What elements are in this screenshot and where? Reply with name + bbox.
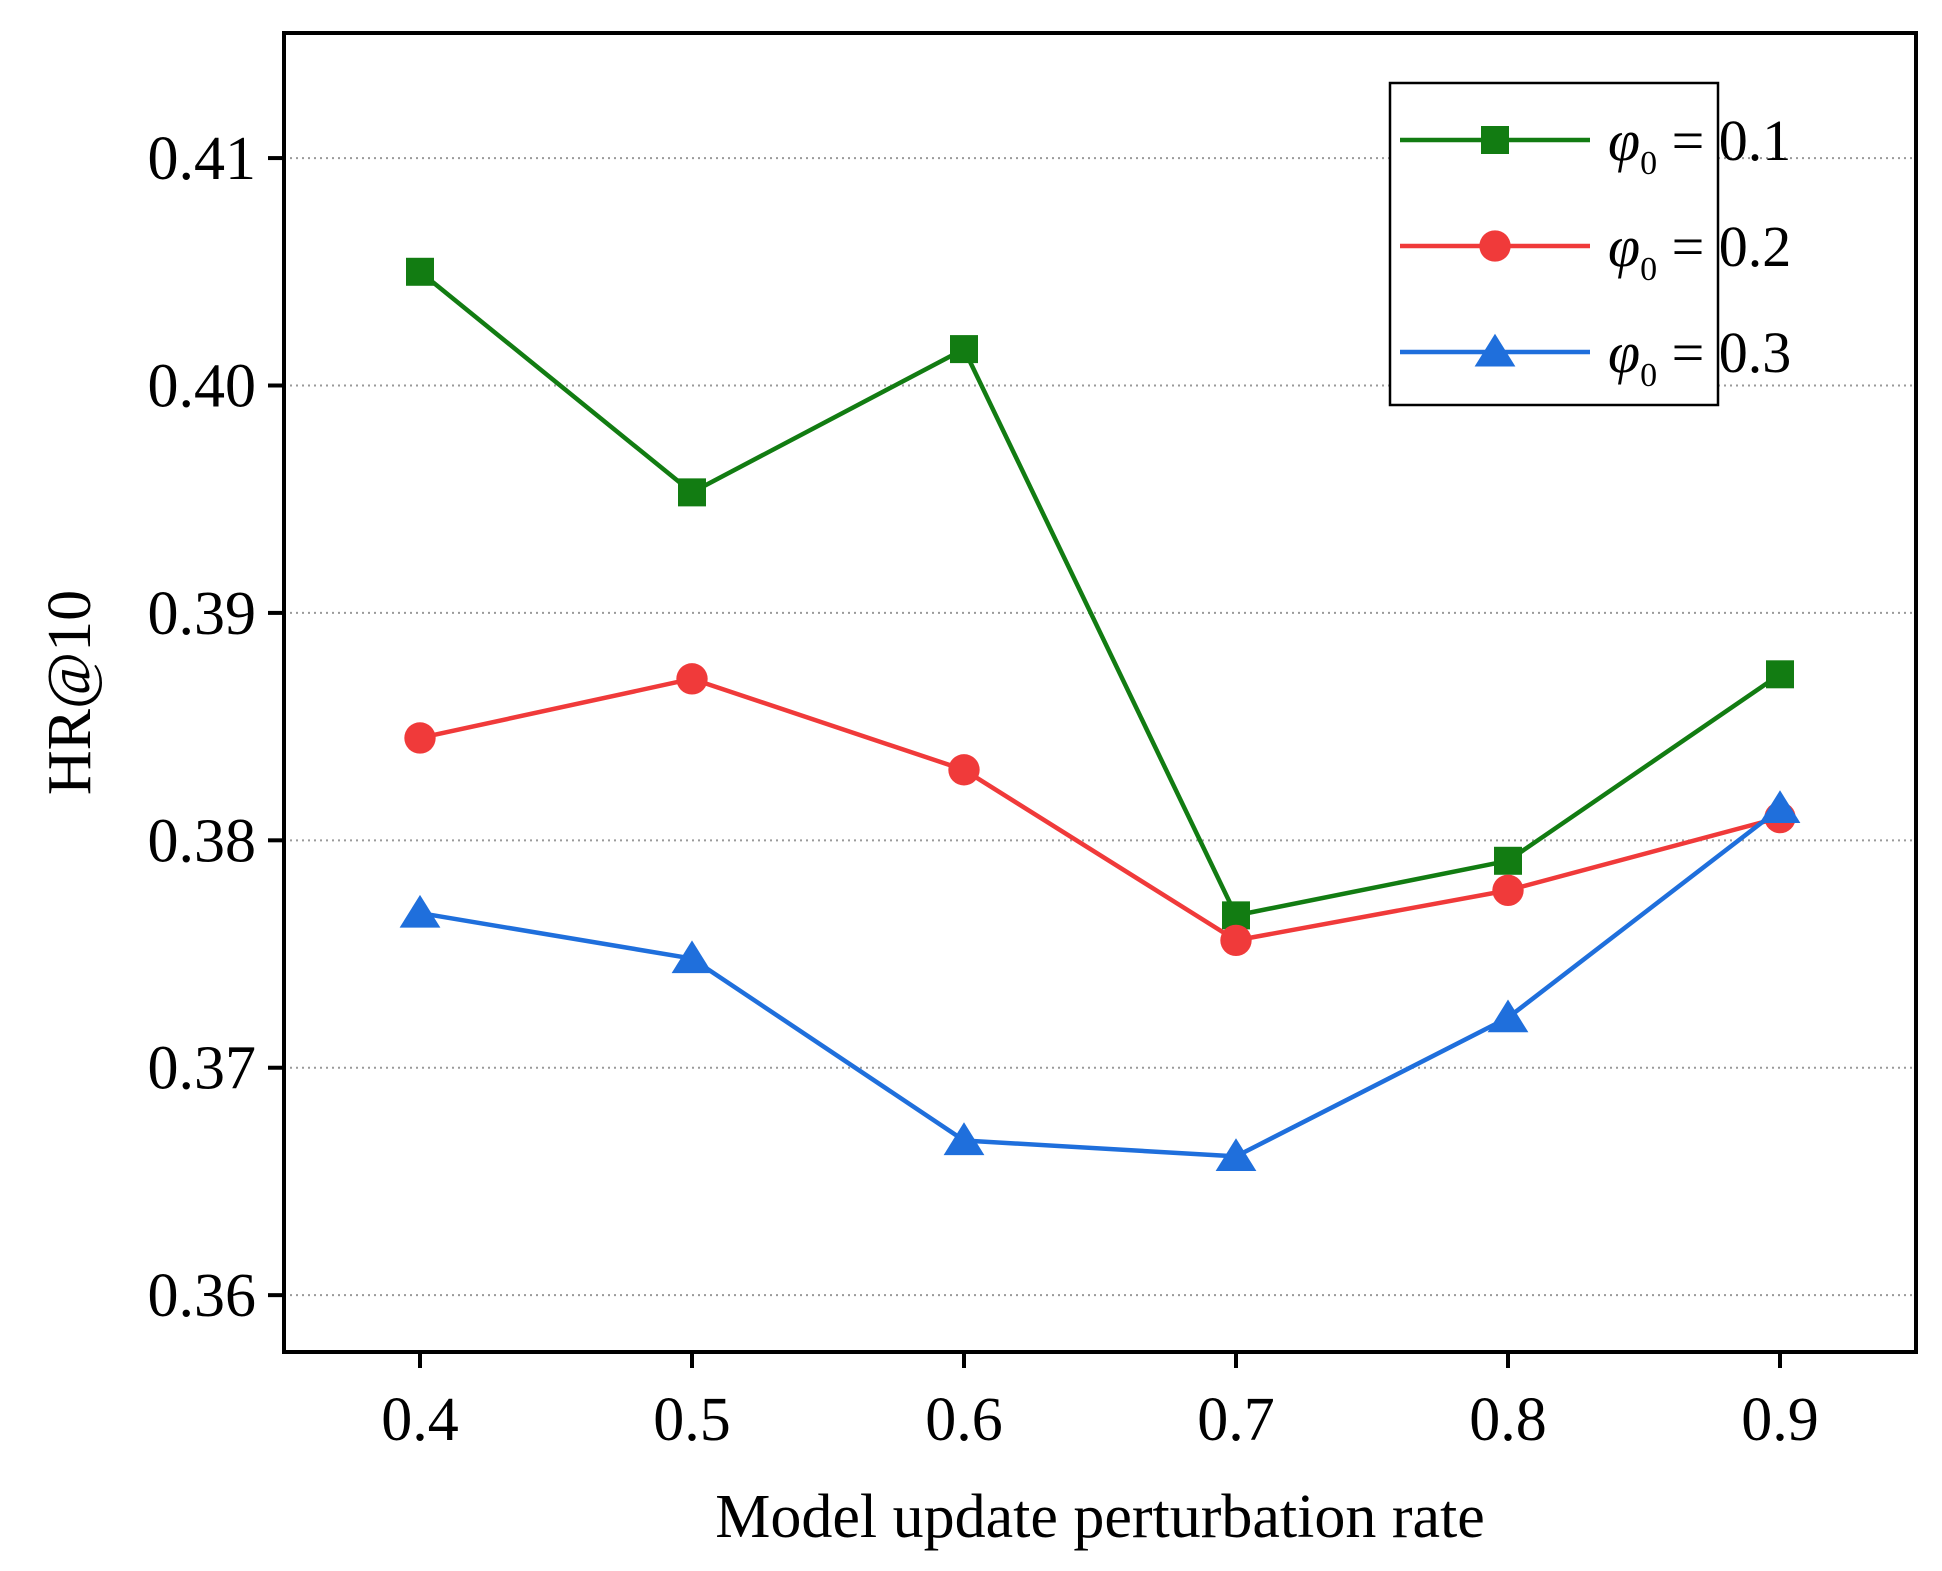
x-tick-label: 0.8: [1469, 1386, 1547, 1454]
x-tick-label: 0.9: [1741, 1386, 1819, 1454]
series-layer: [399, 257, 1801, 1171]
legend-value: = 0.3: [1657, 320, 1791, 385]
y-tick-label: 0.37: [148, 1035, 257, 1103]
legend-label: φ0 = 0.1: [1608, 108, 1791, 182]
legend-symbol: φ: [1608, 214, 1640, 279]
legend-symbol: φ: [1608, 108, 1640, 173]
data-point-circle: [676, 663, 708, 695]
series-3: [399, 790, 1801, 1171]
data-point-square: [1766, 660, 1794, 689]
data-point-circle: [1492, 874, 1524, 907]
series-line-3: [419, 806, 1782, 1159]
x-axis-title: Model update perturbation rate: [715, 1483, 1485, 1551]
legend-item: φ0 = 0.3: [1400, 320, 1791, 394]
legend-item: φ0 = 0.2: [1400, 214, 1791, 288]
series-line-1: [418, 270, 1782, 918]
x-tick-label: 0.7: [1197, 1386, 1275, 1454]
data-point-triangle: [671, 940, 713, 974]
y-tick-label: 0.39: [148, 580, 257, 648]
data-point-square: [1222, 901, 1250, 930]
series-1: [406, 257, 1794, 930]
data-point-square: [1494, 846, 1522, 875]
legend-subscript: 0: [1640, 357, 1657, 394]
legend-value: = 0.1: [1657, 108, 1791, 173]
legend-label: φ0 = 0.2: [1608, 214, 1791, 288]
data-point-square: [406, 257, 434, 286]
x-tick-label: 0.4: [381, 1386, 459, 1454]
y-tick-label: 0.40: [148, 352, 257, 420]
legend-value: = 0.2: [1657, 214, 1791, 279]
series-2: [404, 663, 1796, 957]
data-point-triangle: [943, 1122, 985, 1156]
series-line-2: [419, 676, 1781, 943]
y-tick-label: 0.41: [148, 125, 257, 193]
legend-subscript: 0: [1640, 145, 1657, 182]
y-tick-label: 0.38: [148, 807, 257, 875]
data-point-square: [678, 478, 706, 507]
data-point-triangle: [1215, 1138, 1257, 1171]
data-point-triangle: [1759, 790, 1801, 824]
plot-frame: [282, 31, 1918, 1354]
y-axis-title: HR@10: [36, 590, 104, 795]
x-tick-label: 0.6: [925, 1386, 1003, 1454]
grid-lines: [284, 157, 1916, 1297]
x-tick-label: 0.5: [653, 1386, 731, 1454]
legend-subscript: 0: [1640, 251, 1657, 288]
legend-marker-square: [1481, 126, 1509, 154]
legend-symbol: φ: [1608, 320, 1640, 385]
axis-ticks: 0.36 0.37 0.38 0.39 0.40 0.41 0.4 0.5 0.6 0.7 0.8 0…: [148, 125, 1819, 1454]
legend-marker-circle: [1479, 230, 1511, 262]
legend: φ0 = 0.1φ0 = 0.2φ0 = 0.3: [1388, 81, 1791, 407]
data-point-square: [950, 335, 978, 364]
data-point-circle: [1220, 924, 1252, 957]
legend-label: φ0 = 0.3: [1608, 320, 1791, 394]
data-point-circle: [948, 754, 980, 786]
data-point-triangle: [1487, 999, 1529, 1033]
data-point-triangle: [399, 894, 441, 928]
y-tick-label: 0.36: [148, 1262, 257, 1330]
legend-marker-triangle: [1474, 333, 1516, 367]
legend-item: φ0 = 0.1: [1400, 108, 1791, 182]
data-point-circle: [404, 722, 436, 754]
